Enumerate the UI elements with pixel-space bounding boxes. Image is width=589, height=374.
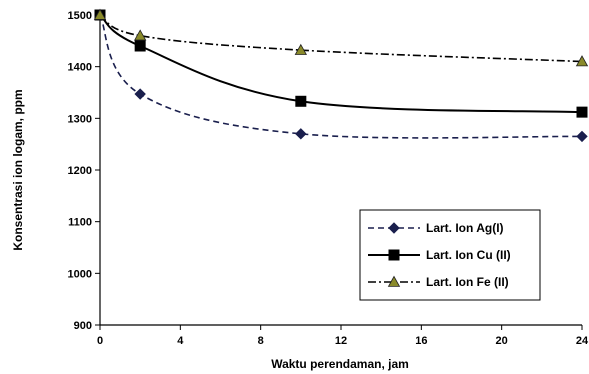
series-line: [99, 14, 583, 114]
legend-marker: [388, 222, 400, 234]
series-2: [94, 9, 588, 118]
x-tick-label: 24: [576, 335, 589, 347]
y-tick-label: 1500: [68, 10, 92, 22]
data-point: [93, 8, 107, 20]
x-tick-label: 12: [335, 335, 347, 347]
legend-marker: [388, 249, 400, 261]
y-tick-label: 1000: [68, 268, 92, 280]
series-3: [93, 8, 589, 67]
data-point: [576, 130, 588, 143]
x-tick-label: 0: [97, 335, 103, 347]
series-1: [94, 9, 588, 143]
y-tick-label: 1400: [68, 62, 92, 74]
legend-item: Lart. Ion Ag(I): [368, 221, 504, 235]
y-axis-label: Konsentrasi ion logam, ppm: [11, 89, 25, 250]
axes: 0 4 8 12 16 20 24 900 1000 1100 1200 1300 1400 1500: [68, 10, 589, 347]
data-point: [133, 29, 147, 41]
legend: Lart. Ion Ag(I) Lart. Ion Cu (II) Lart. Io…: [359, 209, 541, 301]
data-point: [575, 55, 589, 67]
x-axis-label: Waktu perendaman, jam: [271, 357, 409, 371]
data-point: [295, 128, 307, 140]
series-layer: [93, 8, 589, 143]
data-point: [134, 88, 146, 100]
data-point: [134, 40, 146, 52]
series-line: [99, 14, 583, 139]
x-tick-label: 16: [415, 335, 427, 347]
data-point: [294, 43, 308, 55]
data-point: [295, 95, 307, 107]
legend-item: Lart. Ion Fe (II): [368, 275, 509, 289]
legend-label: Lart. Ion Cu (II): [426, 248, 511, 262]
y-tick-label: 1100: [68, 217, 92, 229]
y-tick-label: 1300: [68, 113, 92, 125]
x-tick-label: 20: [496, 335, 508, 347]
y-tick-label: 900: [74, 320, 92, 332]
x-tick-label: 4: [177, 335, 184, 347]
legend-marker: [387, 275, 401, 287]
legend-label: Lart. Ion Fe (II): [426, 275, 509, 289]
x-tick-label: 8: [258, 335, 264, 347]
series-line: [99, 14, 583, 63]
legend-label: Lart. Ion Ag(I): [426, 221, 504, 235]
y-tick-label: 1200: [68, 165, 92, 177]
data-point: [576, 106, 588, 118]
legend-item: Lart. Ion Cu (II): [368, 248, 511, 262]
